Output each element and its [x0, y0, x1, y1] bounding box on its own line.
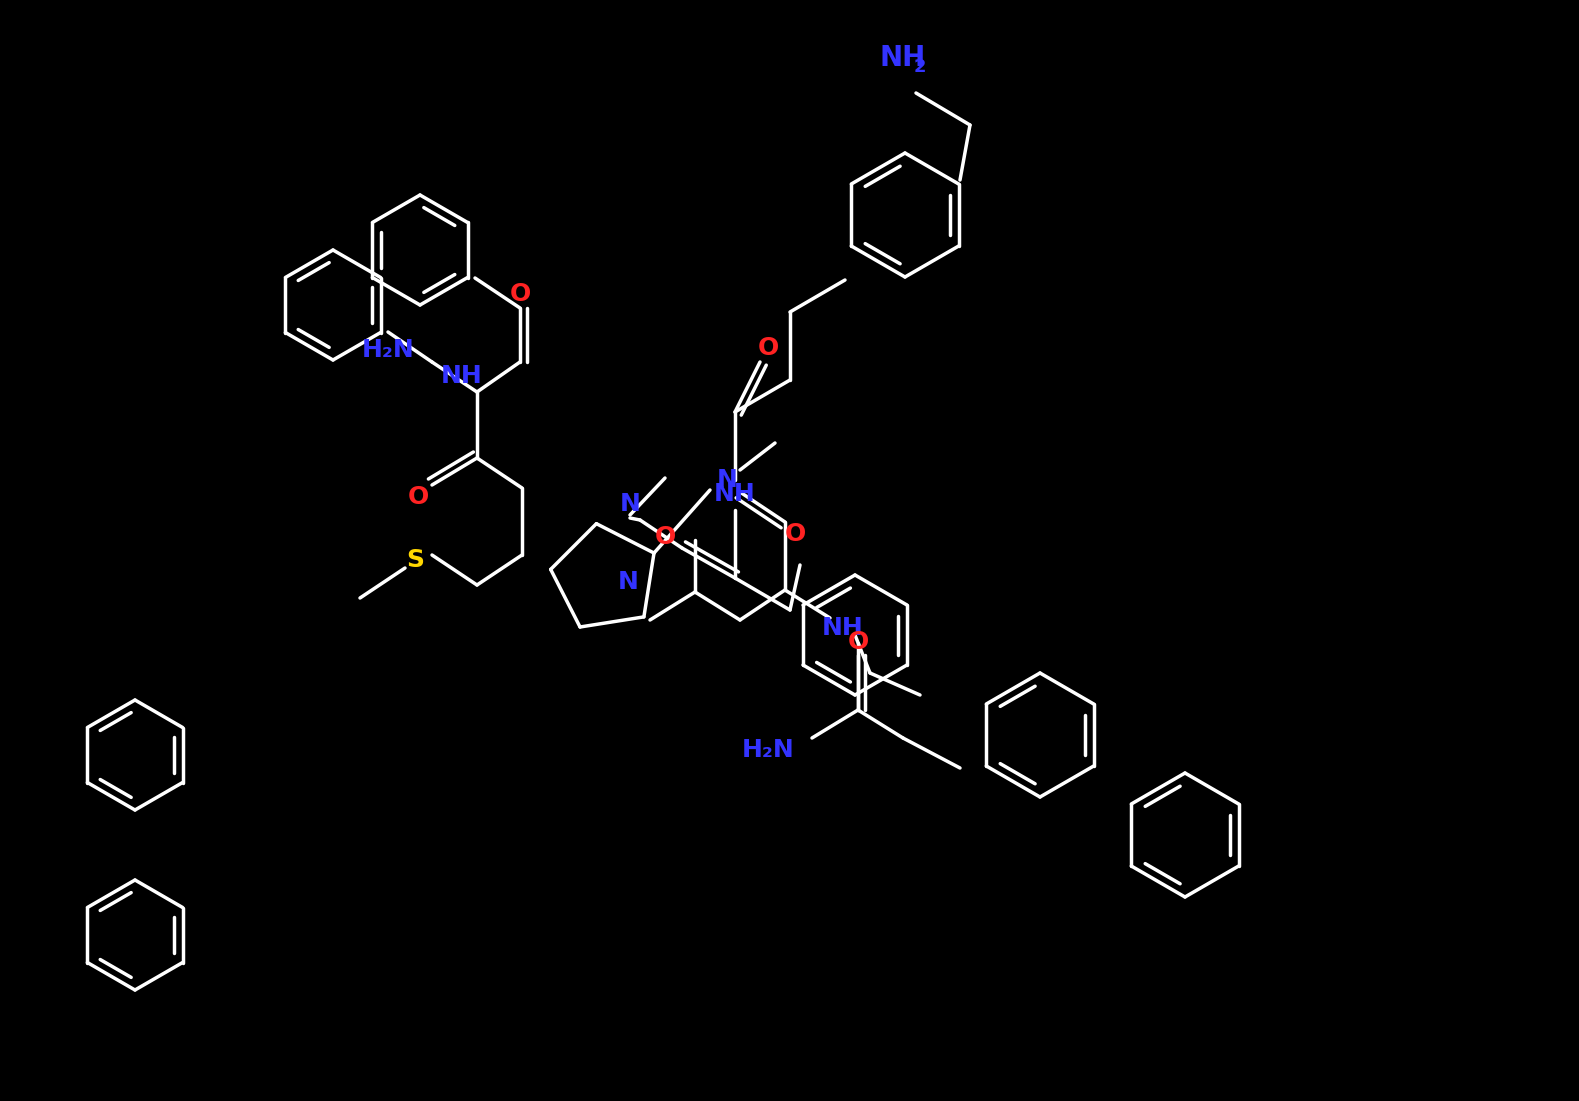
Text: NH: NH	[714, 482, 756, 506]
Text: N: N	[717, 468, 737, 492]
Text: O: O	[785, 522, 805, 546]
Text: O: O	[510, 282, 531, 306]
Text: O: O	[848, 630, 868, 654]
Text: 2: 2	[914, 58, 927, 76]
Text: N: N	[617, 570, 638, 595]
Text: H₂N: H₂N	[362, 338, 415, 362]
Text: S: S	[406, 548, 425, 573]
Text: O: O	[407, 486, 428, 509]
Text: H₂N: H₂N	[742, 738, 794, 762]
Text: NH: NH	[823, 615, 864, 640]
Text: N: N	[619, 492, 641, 516]
Text: NH: NH	[880, 44, 927, 72]
Text: O: O	[654, 525, 676, 549]
Text: NH: NH	[441, 364, 483, 388]
Text: O: O	[758, 336, 778, 360]
